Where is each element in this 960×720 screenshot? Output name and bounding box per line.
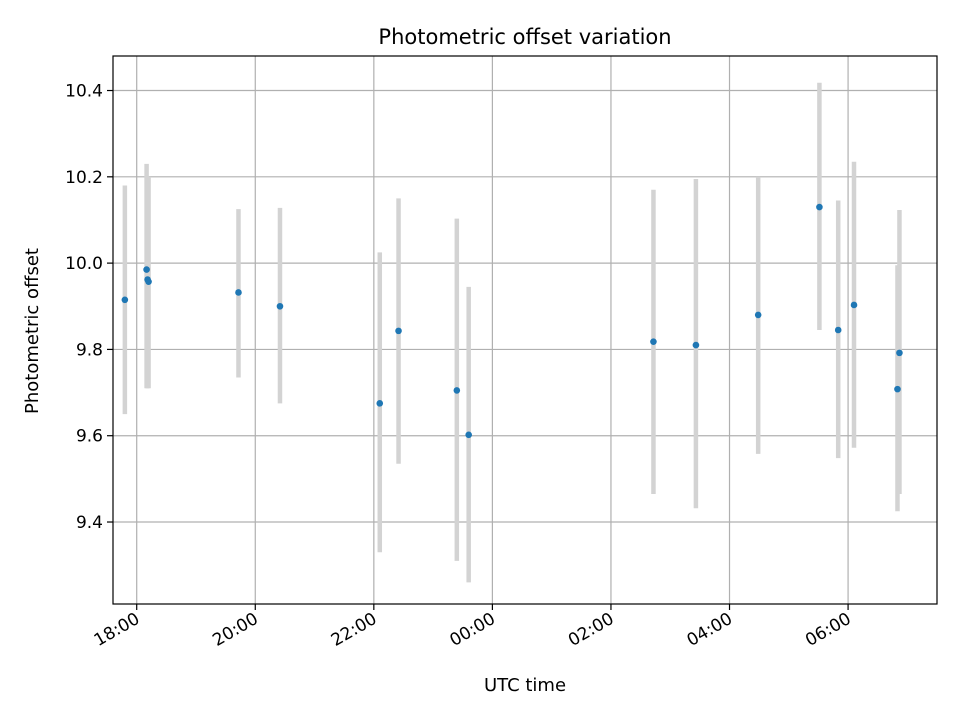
y-tick-label: 10.0 (65, 254, 103, 274)
data-point (465, 431, 472, 439)
data-point (816, 203, 823, 211)
y-tick-label: 10.4 (65, 82, 103, 102)
x-tick-label: 00:00 (446, 609, 498, 651)
data-point (395, 327, 402, 335)
x-tick-label: 20:00 (209, 609, 261, 651)
y-tick-label: 9.4 (76, 513, 103, 533)
error-bars (122, 82, 902, 583)
data-point (145, 278, 152, 285)
y-tick-label: 9.8 (76, 340, 103, 360)
data-point (894, 385, 901, 393)
data-point (692, 341, 700, 349)
data-point (850, 301, 858, 309)
data-point (276, 302, 284, 310)
x-tick-label: 06:00 (802, 609, 854, 651)
data-points (121, 203, 903, 439)
x-axis-ticks: 18:00 20:00 22:00 00:00 02:00 04:00 06:00 (91, 604, 855, 651)
data-point (143, 266, 150, 273)
x-axis-label: UTC time (484, 675, 566, 696)
x-tick-label: 02:00 (565, 609, 617, 651)
y-axis-ticks: 9.4 9.6 9.8 10.0 10.2 10.4 (65, 82, 113, 533)
x-tick-label: 22:00 (328, 609, 380, 651)
data-point (896, 349, 903, 357)
data-point (453, 387, 461, 394)
data-point (235, 289, 242, 296)
data-point (376, 400, 384, 407)
data-point (121, 296, 129, 304)
data-point (650, 338, 657, 345)
y-axis-label: Photometric offset (22, 248, 43, 414)
chart-title: Photometric offset variation (378, 25, 671, 49)
data-point (754, 311, 762, 319)
x-tick-label: 18:00 (91, 609, 143, 651)
plot-frame (112, 55, 938, 605)
data-point (834, 326, 842, 334)
grid-lines (113, 56, 937, 604)
x-tick-label: 04:00 (684, 609, 736, 651)
y-tick-label: 10.2 (65, 168, 103, 188)
y-tick-label: 9.6 (76, 427, 103, 447)
